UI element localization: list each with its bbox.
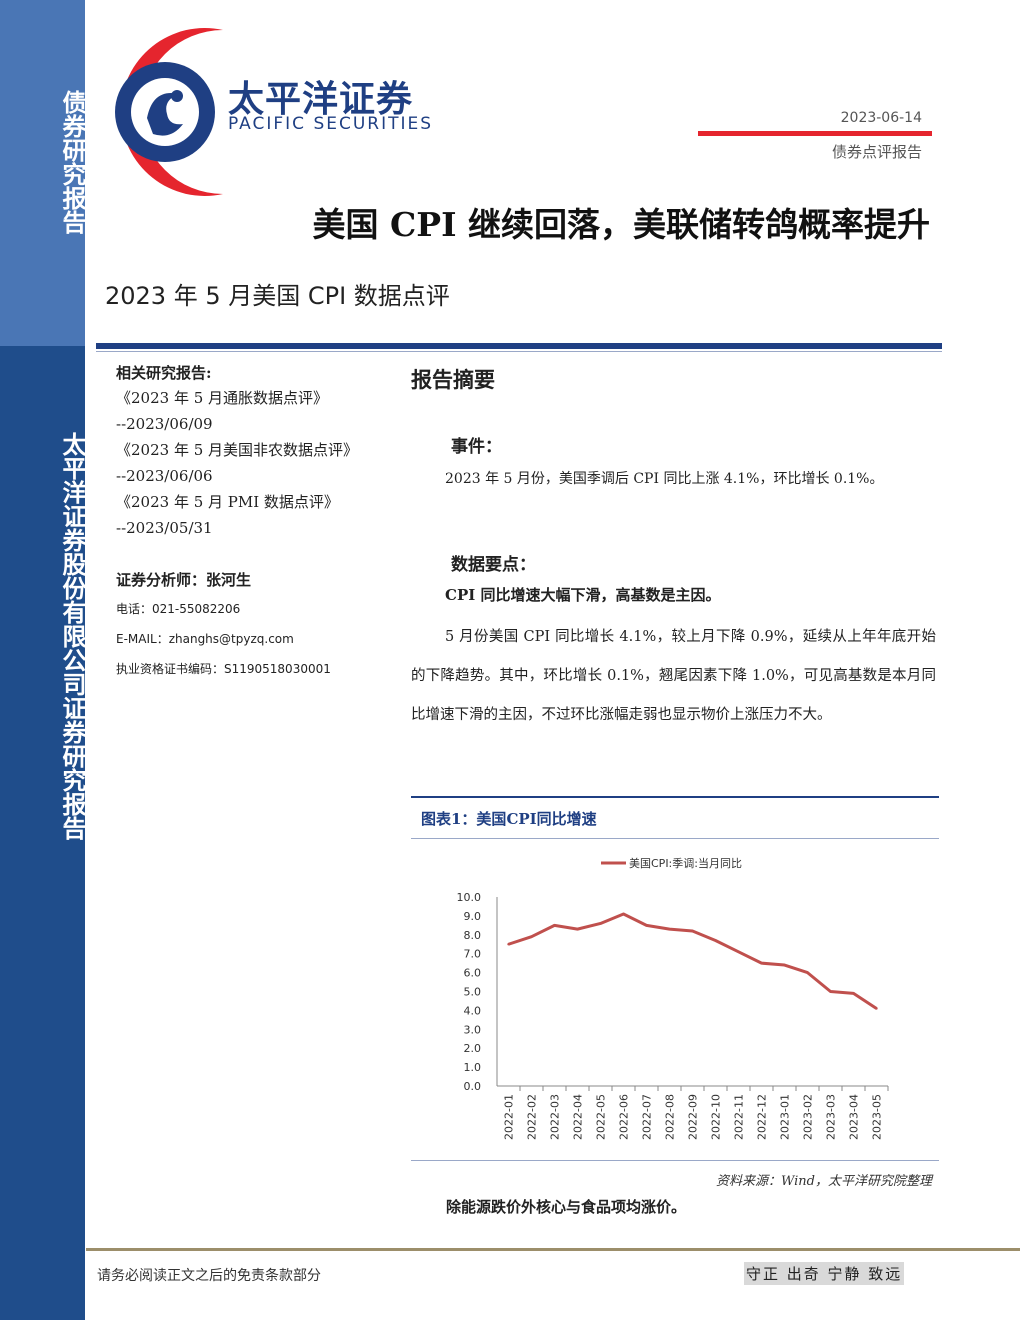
related-report-item[interactable]: 《2023 年 5 月美国非农数据点评》 [116, 441, 359, 459]
y-tick-label: 4.0 [464, 1004, 482, 1017]
analyst-email[interactable]: E-MAIL：zhanghs@tpyzq.com [116, 632, 294, 646]
data-point [553, 924, 556, 927]
data-point [507, 943, 510, 946]
y-tick-label: 2.0 [464, 1042, 482, 1055]
chart-series [507, 912, 878, 1010]
figure-source: 资料来源：Wind，太平洋研究院整理 [716, 1174, 932, 1189]
legend-label: 美国CPI:季调:当月同比 [629, 856, 742, 870]
x-tick-label: 2022-02 [526, 1094, 539, 1140]
x-tick-label: 2022-06 [618, 1094, 631, 1140]
accent-bar [698, 131, 932, 136]
report-type: 债券点评报告 [831, 143, 922, 161]
sidebar-company-label: 太平洋证券股份有限公司证券研究报告 [58, 432, 86, 840]
data-point [530, 935, 533, 938]
data-point [691, 929, 694, 933]
company-logo-icon [115, 28, 223, 197]
summary-section: 报告摘要 事件： 2023 年 5 月份，美国季调后 CPI 同比上涨 4.1%… [411, 362, 941, 723]
sidebar-bottom [0, 346, 85, 1320]
footer-disclaimer[interactable]: 请务必阅读正文之后的免责条款部分 [97, 1268, 321, 1284]
header-divider-thin [96, 351, 942, 352]
page-title: 美国 CPI 继续回落，美联储转鸽概率提升 [312, 205, 931, 244]
sidebar-top [0, 0, 85, 346]
x-tick-label: 2022-10 [710, 1094, 723, 1140]
point1-text: 5 月份美国 CPI 同比增长 4.1%，较上月下降 0.9%，延续从上年年底开… [411, 629, 936, 723]
related-report-date: --2023/06/09 [116, 415, 213, 433]
y-tick-label: 10.0 [457, 891, 482, 904]
data-point [783, 963, 786, 967]
logo-english-name: PACIFIC SECURITIES [228, 114, 434, 134]
logo-chinese-name: 太平洋证券 [228, 79, 414, 120]
data-point [645, 924, 648, 927]
x-tick-label: 2022-05 [595, 1094, 608, 1140]
x-tick-label: 2023-04 [848, 1094, 861, 1140]
event-text: 2023 年 5 月份，美国季调后 CPI 同比上涨 4.1%，环比增长 0.1… [445, 471, 884, 487]
series-line [508, 912, 878, 1010]
figure-top-rule [411, 796, 939, 798]
related-report-item[interactable]: 《2023 年 5 月通胀数据点评》 [116, 389, 329, 407]
y-tick-label: 7.0 [464, 948, 482, 961]
data-point [714, 939, 717, 942]
y-tick-label: 0.0 [464, 1080, 482, 1093]
footer-motto: 守正 出奇 宁静 致远 [744, 1262, 905, 1285]
data-points-label: 数据要点： [451, 555, 536, 575]
x-tick-label: 2022-04 [572, 1094, 585, 1140]
y-tick-label: 5.0 [464, 986, 482, 999]
figure-title: 图表1：美国CPI同比增速 [421, 810, 597, 828]
x-tick-label: 2022-08 [664, 1094, 677, 1140]
data-point [760, 961, 763, 965]
cpi-line-chart: 美国CPI:季调:当月同比 0.0 1.0 2.0 3.0 4.0 5.0 6.0 7.0 8.… [457, 856, 889, 1140]
x-tick-label: 2022-01 [503, 1094, 516, 1140]
header-divider [96, 343, 942, 349]
data-point [875, 1007, 878, 1010]
event-label: 事件： [451, 437, 502, 457]
y-tick-label: 3.0 [464, 1023, 482, 1036]
data-point [622, 912, 625, 916]
left-column: 相关研究报告: 《2023 年 5 月通胀数据点评》 --2023/06/09 … [116, 362, 386, 684]
x-tick-label: 2022-09 [687, 1094, 700, 1140]
data-point [576, 927, 579, 931]
x-tick-label: 2022-07 [641, 1094, 654, 1140]
x-tick-label: 2022-03 [549, 1094, 562, 1140]
report-date: 2023-06-14 [840, 110, 922, 126]
y-tick-label: 8.0 [464, 929, 482, 942]
sidebar-report-category: 债券研究报告 [58, 90, 86, 234]
data-point [806, 971, 809, 974]
y-tick-label: 9.0 [464, 910, 482, 923]
footer-rule [86, 1248, 1020, 1251]
page-subtitle: 2023 年 5 月美国 CPI 数据点评 [105, 282, 450, 310]
related-reports-label: 相关研究报告: [116, 364, 212, 382]
y-tick-label: 6.0 [464, 967, 482, 980]
x-tick-label: 2023-05 [871, 1094, 884, 1140]
data-point [852, 992, 855, 995]
related-report-date: --2023/06/06 [116, 467, 213, 485]
chart-legend: 美国CPI:季调:当月同比 [601, 856, 742, 870]
x-tick-label: 2022-11 [733, 1094, 746, 1140]
analyst-label: 证券分析师：张河生 [116, 571, 252, 589]
point2-title: 除能源跌价外核心与食品项均涨价。 [446, 1198, 687, 1216]
data-point [737, 950, 740, 954]
x-tick-label: 2023-02 [802, 1094, 815, 1140]
x-tick-label: 2023-01 [779, 1094, 792, 1140]
analyst-phone: 电话：021-55082206 [116, 602, 241, 616]
figure-bottom-rule [411, 1160, 939, 1161]
related-report-date: --2023/05/31 [116, 519, 213, 537]
data-point [829, 990, 832, 993]
x-tick-label: 2023-03 [825, 1094, 838, 1140]
related-report-item[interactable]: 《2023 年 5 月 PMI 数据点评》 [116, 493, 339, 511]
x-tick-label: 2022-12 [756, 1094, 769, 1140]
chart-axes: 0.0 1.0 2.0 3.0 4.0 5.0 6.0 7.0 8.0 9.0 10.0 2022-0… [457, 891, 889, 1140]
analyst-cert: 执业资格证书编码：S1190518030001 [116, 662, 331, 676]
y-tick-label: 1.0 [464, 1061, 482, 1074]
data-point [668, 927, 671, 931]
summary-title: 报告摘要 [411, 367, 495, 392]
data-point [599, 922, 602, 925]
point1-title: CPI 同比增速大幅下滑，高基数是主因。 [445, 586, 721, 604]
figure-title-rule [411, 838, 939, 839]
